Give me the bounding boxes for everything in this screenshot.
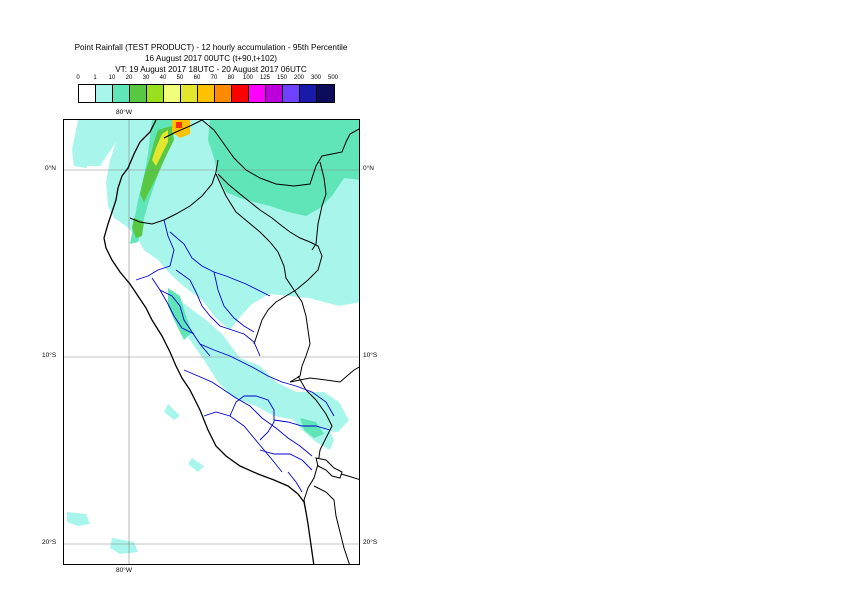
region-border-2 — [169, 231, 271, 297]
legend-swatch — [113, 85, 130, 102]
heavy-rain-cells — [132, 120, 190, 238]
border-brazil-bolivia — [289, 366, 359, 383]
base-time: 16 August 2017 00UTC (t+90,t+102) — [145, 54, 277, 63]
color-legend: 0 1 10 20 30 40 50 60 70 80 100 125 150 200 300 500 — [76, 75, 348, 105]
rain-area-coast-4 — [110, 538, 138, 554]
cell-andes-yellow — [152, 130, 168, 166]
border-colombia-brazil — [201, 120, 359, 187]
legend-swatch — [249, 85, 266, 102]
legend-tick-label: 70 — [210, 75, 218, 81]
legend-swatch — [266, 85, 283, 102]
legend-tick-label: 150 — [276, 75, 288, 81]
legend-swatch — [96, 85, 113, 102]
legend-tick-label: 1 — [93, 75, 97, 81]
legend-tick-label: 30 — [142, 75, 150, 81]
rain-area-coast-2 — [188, 458, 204, 472]
legend-tick-label: 100 — [242, 75, 254, 81]
region-border-4 — [213, 271, 255, 333]
cell-south-green — [132, 218, 144, 238]
legend-swatch — [181, 85, 198, 102]
border-venezuela-brazil — [311, 161, 327, 251]
legend-tick-label: 20 — [125, 75, 133, 81]
region-border-8 — [203, 411, 283, 473]
legend-tick-label: 40 — [159, 75, 167, 81]
region-border-11 — [159, 289, 195, 335]
lat-label-0-left: 0°N — [45, 165, 56, 172]
region-border-6 — [199, 343, 335, 417]
legend-swatch — [79, 85, 96, 102]
border-colombia-peru — [217, 173, 323, 345]
region-border-3 — [175, 269, 261, 357]
legend-swatch — [317, 85, 334, 102]
rain-area-coast-1 — [164, 404, 180, 420]
region-border-13 — [287, 471, 303, 493]
legend-tick-label: 10 — [108, 75, 116, 81]
validity-time: VT: 19 August 2017 18UTC - 20 August 201… — [115, 65, 307, 74]
moderate-rain-northeast — [208, 120, 359, 216]
legend-tick-label: 500 — [327, 75, 339, 81]
rain-area-coast-3 — [67, 512, 90, 526]
rainfall-map — [63, 119, 360, 565]
border-peru-brazil — [215, 173, 311, 383]
legend-swatch — [147, 85, 164, 102]
legend-swatch — [164, 85, 181, 102]
legend-swatch — [198, 85, 215, 102]
lat-label-10-right: 10°S — [363, 352, 378, 359]
legend-swatch — [232, 85, 249, 102]
lon-label-bottom: 80°W — [116, 567, 132, 574]
cell-peak-red — [176, 122, 182, 128]
legend-swatches — [78, 84, 335, 103]
border-colombia-ecuador — [163, 120, 203, 139]
legend-tick-label: 60 — [193, 75, 201, 81]
border-ecuador-peru — [129, 159, 219, 225]
legend-swatch — [283, 85, 300, 102]
rain-area-west-strip — [72, 120, 108, 168]
legend-swatch — [215, 85, 232, 102]
lat-label-20-right: 20°S — [363, 539, 378, 546]
moderate-rain-andes-central — [168, 288, 192, 340]
lat-label-0-right: 0°N — [363, 165, 374, 172]
lat-label-10-left: 10°S — [42, 352, 57, 359]
legend-tick-label: 200 — [293, 75, 305, 81]
legend-swatch — [300, 85, 317, 102]
rain-area-south — [176, 302, 349, 432]
border-bolivia-chile — [313, 485, 350, 564]
region-border-5 — [151, 277, 211, 357]
legend-swatch — [130, 85, 147, 102]
region-border-9 — [229, 395, 275, 441]
border-peru-bolivia — [297, 375, 333, 513]
regional-borders — [135, 219, 335, 493]
coastline — [103, 120, 315, 564]
region-border-1 — [135, 219, 175, 281]
lake-titicaca — [315, 457, 343, 479]
legend-tick-label: 300 — [310, 75, 322, 81]
legend-tick-label: 50 — [176, 75, 184, 81]
moderate-rain-south — [300, 418, 324, 438]
chart-title: Point Rainfall (TEST PRODUCT) - 12 hourl… — [74, 43, 348, 52]
region-border-7 — [183, 369, 313, 457]
legend-tick-label: 0 — [76, 75, 80, 81]
legend-tick-label: 125 — [259, 75, 271, 81]
region-border-12 — [259, 449, 313, 471]
lat-label-20-left: 20°S — [42, 539, 57, 546]
legend-tick-label: 80 — [227, 75, 235, 81]
region-border-10 — [273, 419, 331, 431]
map-canvas — [64, 120, 359, 564]
lon-label-top: 80°W — [116, 109, 132, 116]
